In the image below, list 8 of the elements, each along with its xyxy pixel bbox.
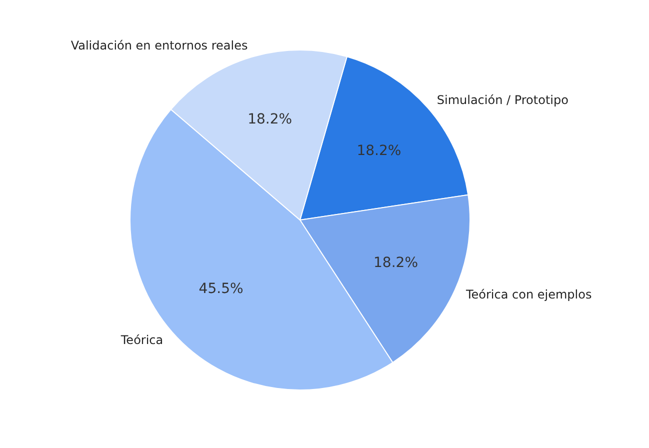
data-label: 18.2% <box>356 142 402 159</box>
slice-label: Validación en entornos reales <box>70 38 248 53</box>
data-label: 45.5% <box>198 281 244 298</box>
slice-label: Teórica con ejemplos <box>464 288 592 302</box>
data-label: 18.2% <box>248 111 292 128</box>
slice-label: Simulación / Prototipo <box>436 93 568 108</box>
data-label: 18.2% <box>374 255 418 272</box>
slice-label: Teórica <box>120 332 164 347</box>
